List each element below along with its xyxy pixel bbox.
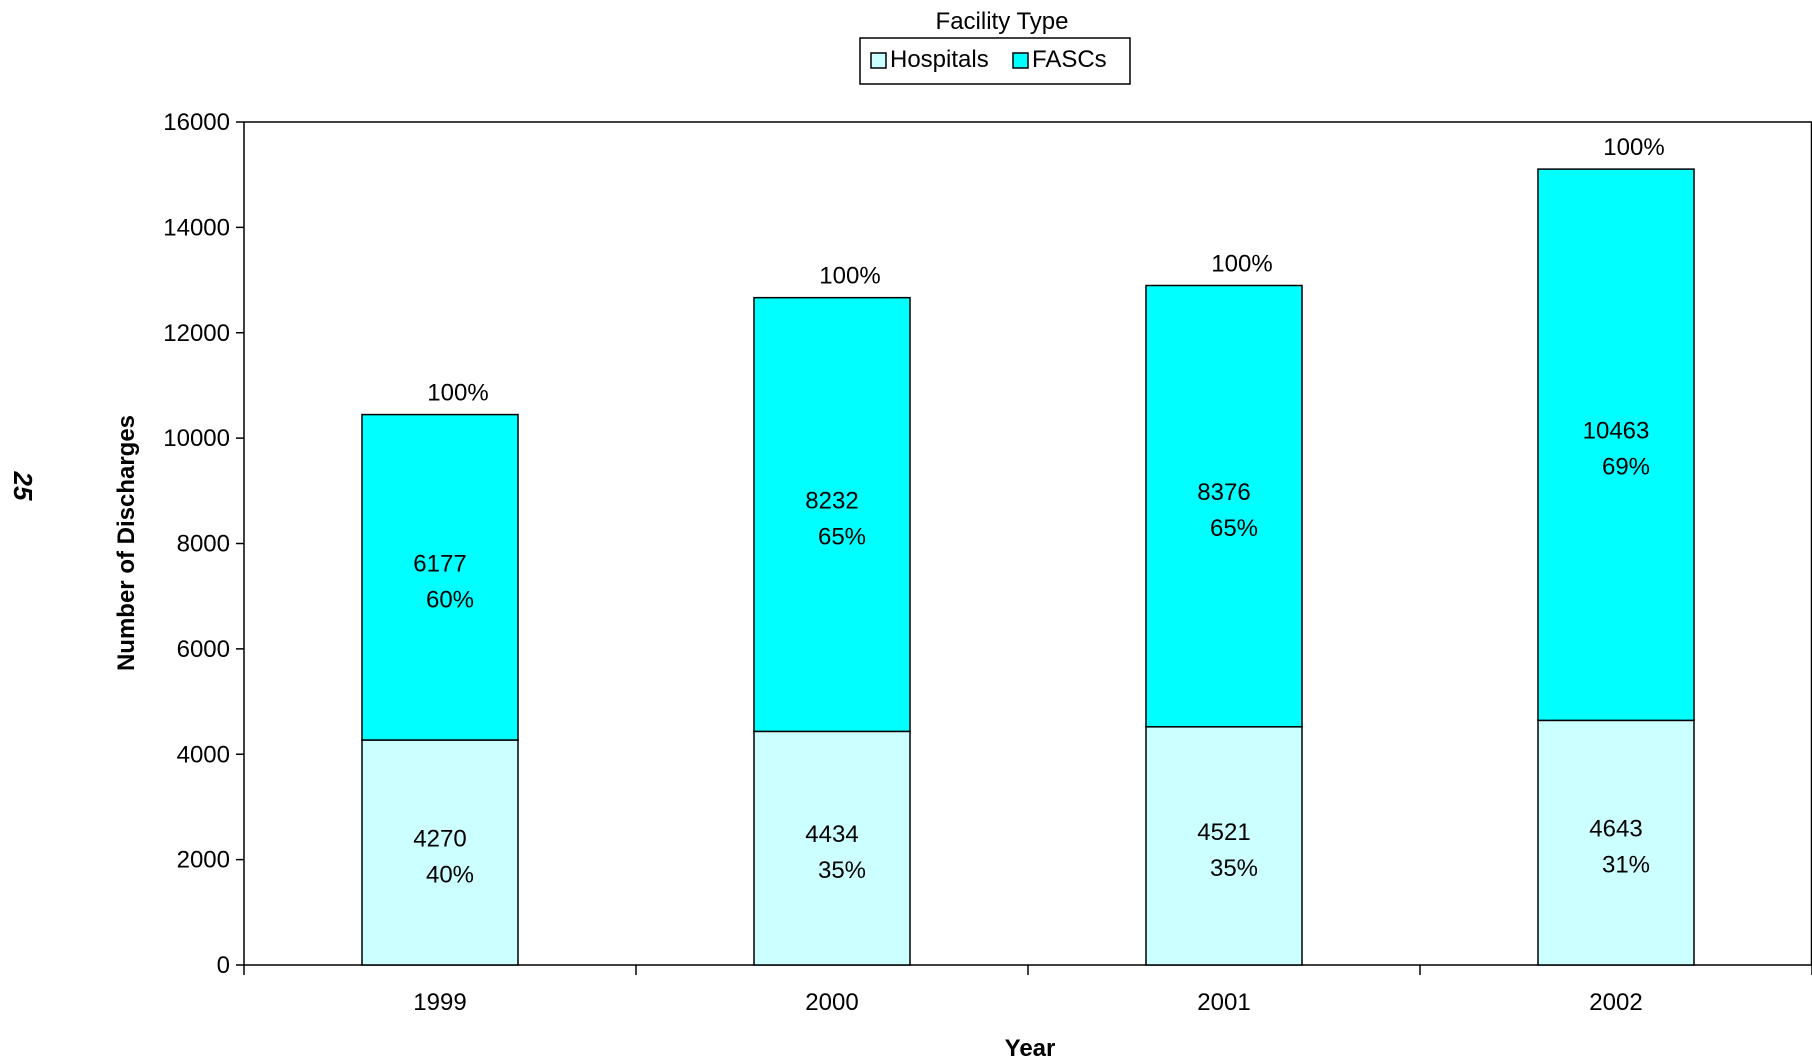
y-tick-label: 10000 (163, 425, 230, 452)
legend: Facility Type Hospitals FASCs (859, 8, 1131, 85)
legend-title: Facility Type (936, 8, 1069, 35)
bar-percent-label-hospitals: 40% (426, 862, 474, 889)
plot-area: 0 2000 4000 6000 8000 10000 12000 14000 16000 199… (163, 109, 1812, 1016)
bar-hospitals (1537, 719, 1695, 966)
bar-percent-label-fascs: 65% (818, 524, 866, 551)
bar-fascs (753, 296, 911, 733)
x-axis-title: Year (1005, 1035, 1056, 1062)
bar-percent-label-hospitals: 35% (818, 857, 866, 884)
bar-percent-label-fascs: 69% (1602, 454, 1650, 481)
bar-hospitals (1145, 726, 1303, 966)
bar-value-label-fascs: 8376 (1197, 479, 1250, 506)
bar-fascs (1145, 284, 1303, 728)
bar-total-label: 100% (819, 263, 880, 290)
legend-label-fascs: FASCs (1032, 46, 1107, 73)
x-tick-label: 1999 (413, 989, 466, 1016)
y-tick-label: 14000 (163, 214, 230, 241)
bar-value-label-fascs: 10463 (1583, 418, 1650, 445)
bar-value-label-hospitals: 4521 (1197, 819, 1250, 846)
y-tick-label: 8000 (177, 531, 230, 558)
x-tick-label: 2000 (805, 989, 858, 1016)
legend-swatch-hospitals (870, 52, 887, 69)
bar-hospitals (753, 730, 911, 966)
bar-fascs (361, 413, 519, 741)
bar-percent-label-fascs: 65% (1210, 515, 1258, 542)
page-number: 25 (8, 471, 38, 501)
y-tick-label: 0 (217, 952, 230, 979)
bar-value-label-hospitals: 4270 (413, 826, 466, 853)
bar-fascs (1537, 168, 1695, 722)
x-tick-label: 2002 (1589, 989, 1642, 1016)
bar-hospitals (361, 739, 519, 966)
y-tick-label: 2000 (177, 847, 230, 874)
y-tick-label: 12000 (163, 320, 230, 347)
legend-swatch-fascs (1012, 52, 1029, 69)
bar-total-label: 100% (1211, 250, 1272, 277)
bar-value-label-fascs: 6177 (413, 550, 466, 577)
bar-value-label-fascs: 8232 (805, 488, 858, 515)
bar-value-label-hospitals: 4643 (1589, 816, 1642, 843)
legend-label-hospitals: Hospitals (890, 46, 989, 73)
y-tick-label: 16000 (163, 109, 230, 136)
y-tick-label: 6000 (177, 636, 230, 663)
y-axis-title: Number of Discharges (113, 415, 140, 671)
bar-percent-label-fascs: 60% (426, 586, 474, 613)
bar-total-label: 100% (427, 380, 488, 407)
bar-value-label-hospitals: 4434 (805, 821, 858, 848)
bar-percent-label-hospitals: 35% (1210, 855, 1258, 882)
bar-percent-label-hospitals: 31% (1602, 852, 1650, 879)
x-tick-label: 2001 (1197, 989, 1250, 1016)
bar-total-label: 100% (1603, 134, 1664, 161)
y-tick-label: 4000 (177, 741, 230, 768)
legend-box (859, 37, 1131, 85)
